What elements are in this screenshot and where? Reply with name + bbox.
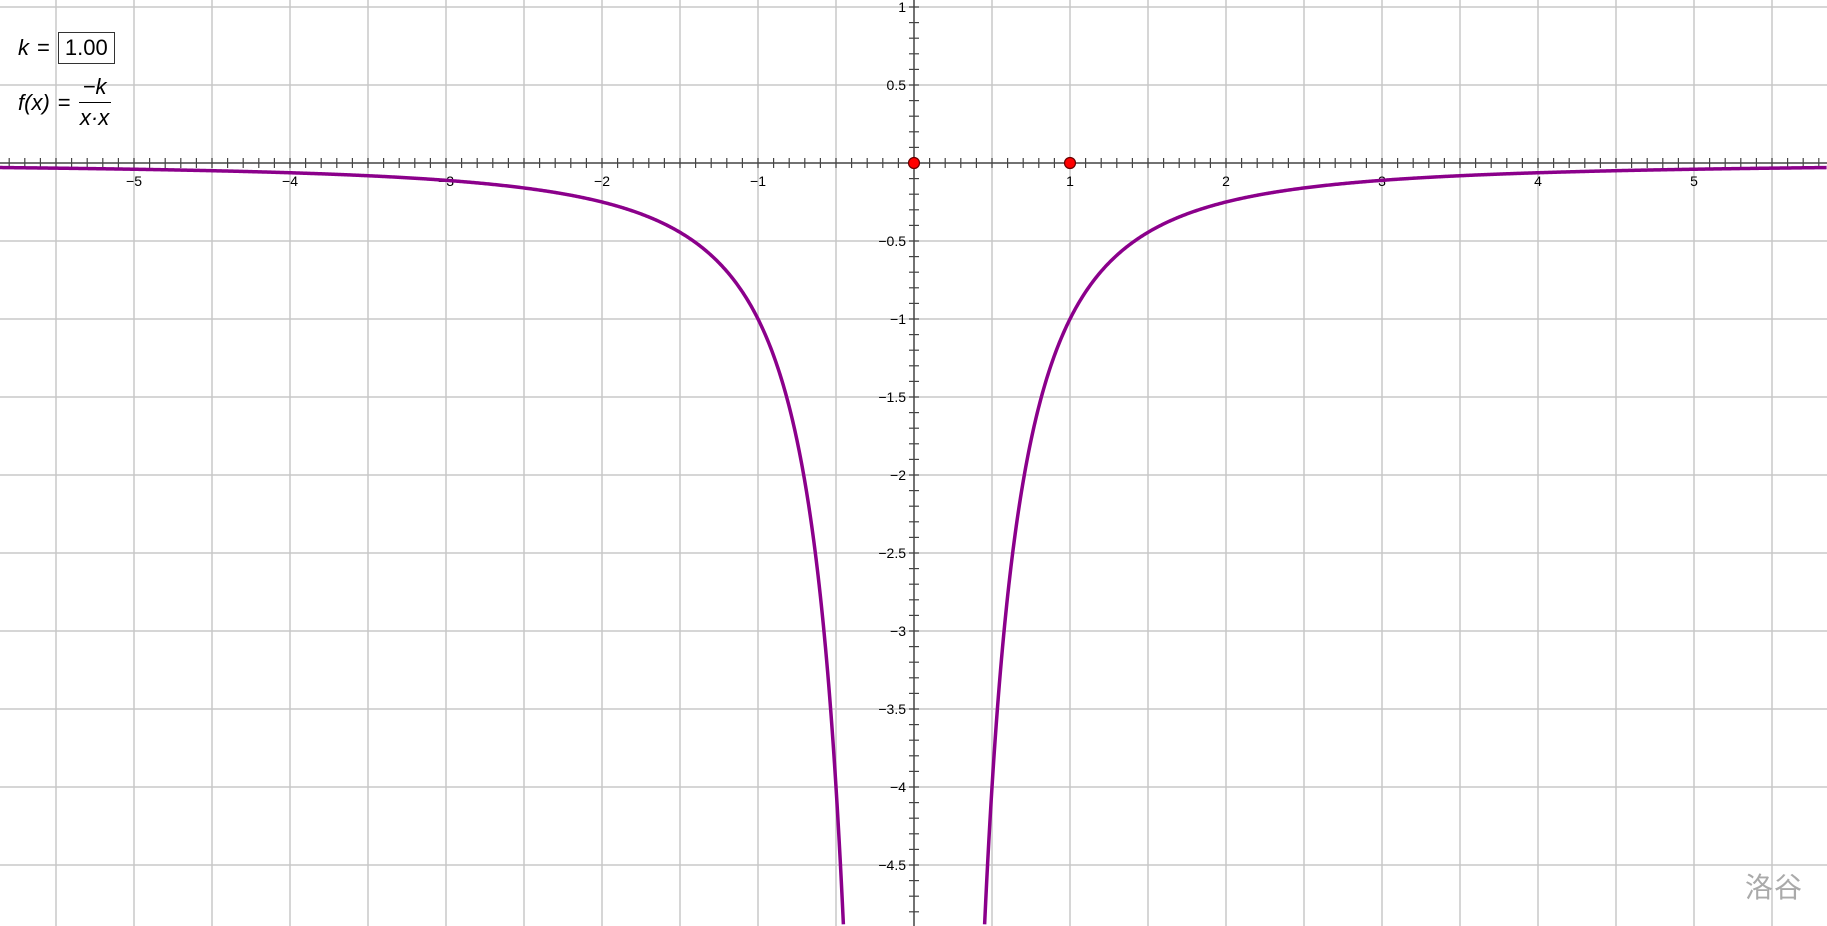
- watermark: 洛谷: [1745, 872, 1804, 903]
- x-tick-label: 5: [1690, 173, 1698, 189]
- x-tick-label: 1: [1066, 173, 1074, 189]
- x-tick-label: 4: [1534, 173, 1542, 189]
- y-tick-label: −3.5: [878, 701, 906, 717]
- denominator: x·x: [79, 105, 110, 130]
- function-curve: [0, 165, 846, 925]
- y-tick-label: −4.5: [878, 857, 906, 873]
- point[interactable]: [907, 156, 921, 170]
- algebra-panel: k = 1.00 f(x) = −k x·x: [18, 32, 115, 131]
- y-tick-label: −0.5: [878, 233, 906, 249]
- f-arg: (x): [24, 89, 50, 115]
- y-tick-label: −2.5: [878, 545, 906, 561]
- y-tick-label: −2: [890, 467, 906, 483]
- x-tick-label: −1: [750, 173, 766, 189]
- numerator: −k: [78, 74, 111, 103]
- x-tick-label: 2: [1222, 173, 1230, 189]
- function-row: f(x) = −k x·x: [18, 74, 115, 131]
- k-label: k: [18, 35, 29, 60]
- k-value-input[interactable]: 1.00: [57, 32, 115, 64]
- x-tick-label: −4: [282, 173, 298, 189]
- f-equals: =: [57, 89, 71, 115]
- y-tick-label: 1: [898, 0, 906, 15]
- f-label: f: [18, 89, 25, 115]
- y-tick-label: −1.5: [878, 389, 906, 405]
- y-tick-label: 0.5: [887, 77, 907, 93]
- y-tick-label: −1: [890, 311, 906, 327]
- x-tick-label: −5: [126, 173, 142, 189]
- y-tick-label: −3: [890, 623, 906, 639]
- slider-k-row: k = 1.00: [18, 32, 115, 64]
- k-equals: =: [37, 35, 50, 60]
- point[interactable]: [1063, 156, 1077, 170]
- function-curve: [982, 165, 1827, 925]
- y-tick-label: −4: [890, 779, 906, 795]
- fraction: −k x·x: [78, 74, 111, 131]
- x-tick-label: −2: [594, 173, 610, 189]
